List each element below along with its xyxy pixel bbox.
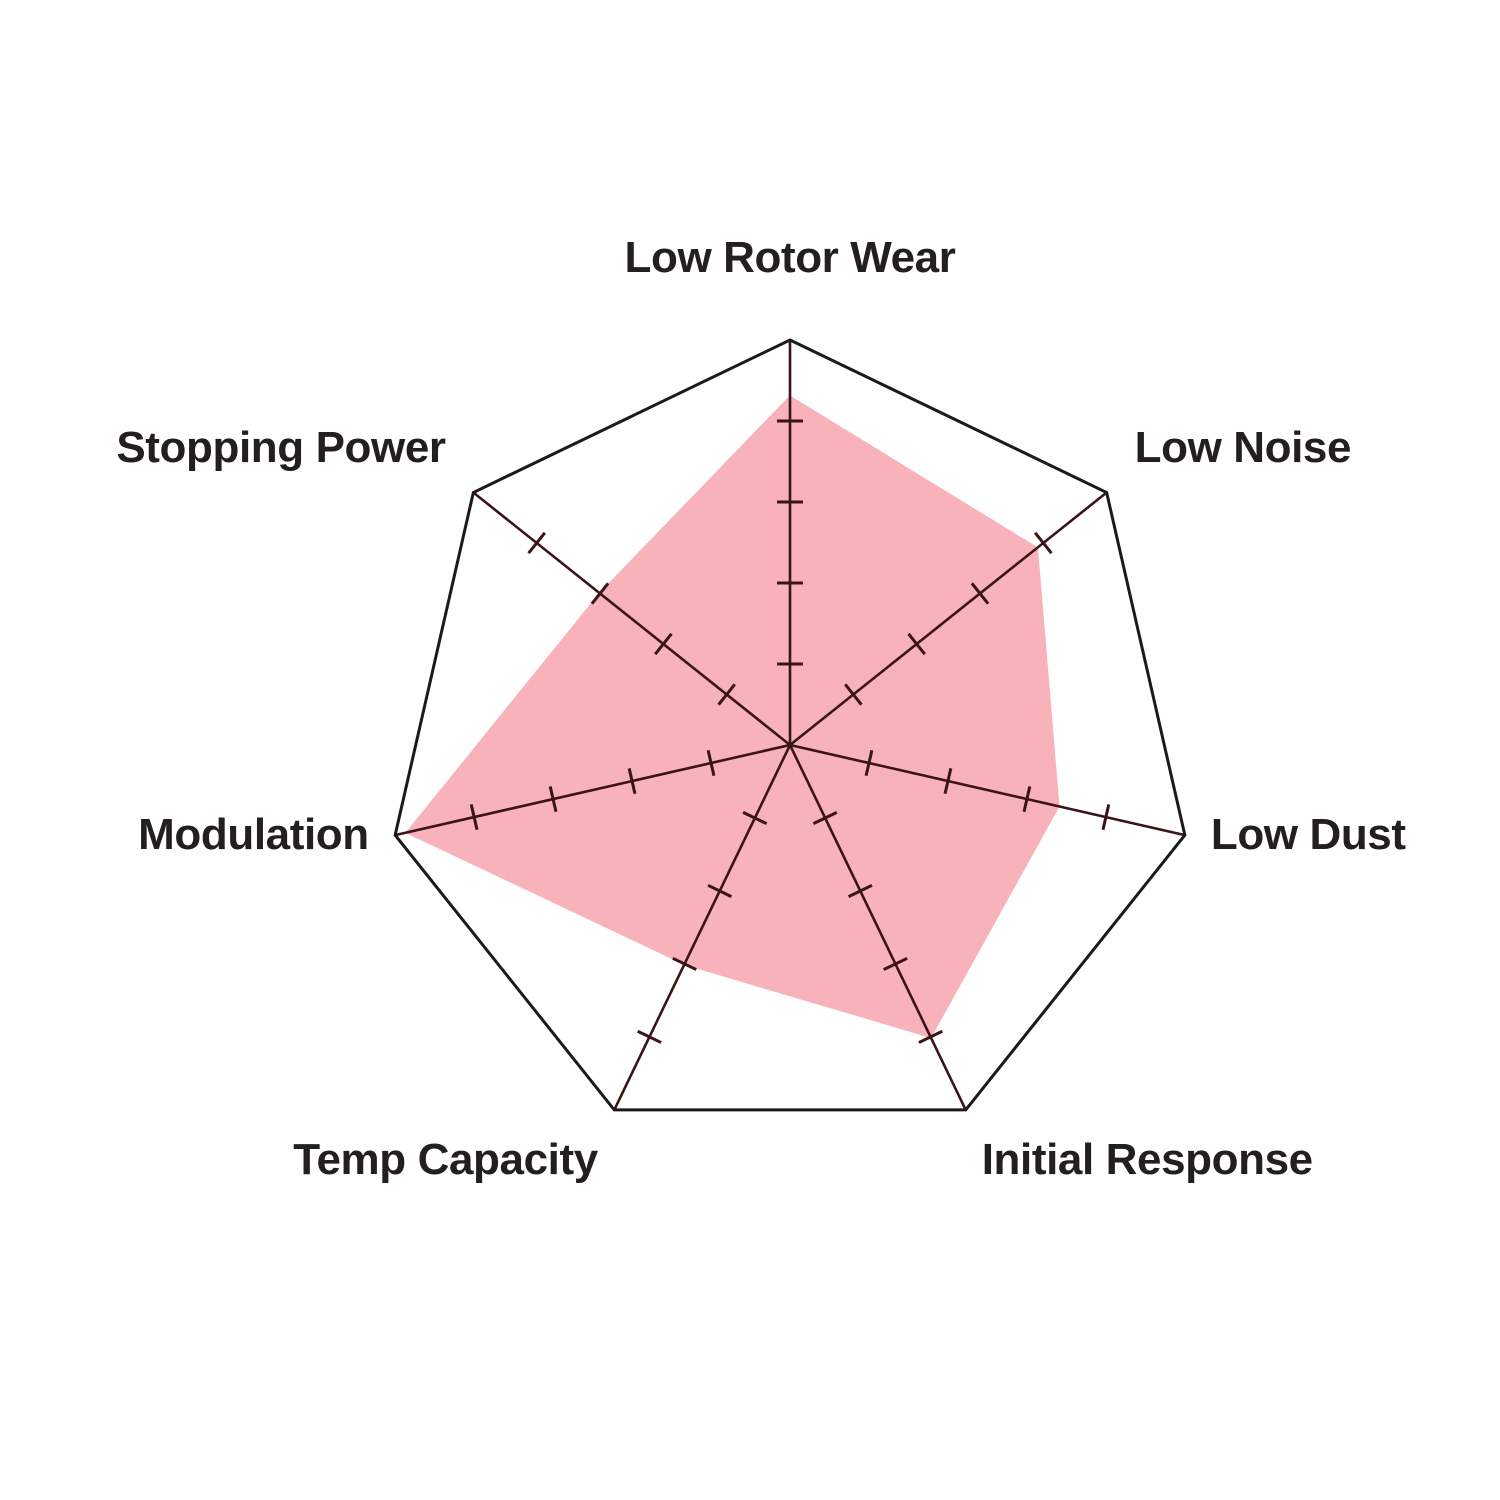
radar-data-polygon: [406, 395, 1060, 1038]
radar-tick-mark: [717, 683, 736, 706]
radar-axis-spoke: [613, 744, 792, 1111]
axis-label-low-dust: Low Dust: [1210, 810, 1406, 860]
radar-axis-spoke: [789, 743, 1186, 837]
radar-tick-mark: [943, 768, 953, 795]
radar-tick-mark: [469, 804, 479, 831]
radar-tick-mark: [970, 582, 990, 605]
radar-tick-mark: [907, 632, 926, 656]
radar-tick-mark: [627, 768, 637, 795]
radar-tick-mark: [637, 1029, 662, 1044]
axis-label-stopping-power: Stopping Power: [116, 423, 446, 473]
radar-tick-mark: [1034, 531, 1053, 555]
radar-tick-mark: [548, 786, 558, 813]
radar-tick-mark: [654, 632, 673, 656]
axis-label-low-rotor-wear: Low Rotor Wear: [624, 233, 956, 282]
radar-tick-mark: [742, 810, 768, 825]
radar-axes-group: [394, 340, 1186, 1111]
radar-axis-spoke: [788, 744, 967, 1111]
radar-tick-mark: [864, 750, 874, 777]
radar-tick-mark: [812, 810, 838, 825]
radar-tick-mark: [527, 531, 546, 555]
radar-tick-marks-group: [469, 419, 1111, 1044]
radar-tick-mark: [883, 956, 908, 971]
radar-tick-mark: [706, 750, 716, 777]
axis-label-modulation: Modulation: [138, 810, 369, 860]
radar-tick-mark: [590, 582, 610, 605]
radar-tick-mark: [844, 683, 863, 706]
radar-axis-spoke: [394, 743, 791, 837]
axis-label-temp-capacity: Temp Capacity: [293, 1134, 598, 1184]
radar-tick-mark: [918, 1029, 943, 1044]
radar-axis-spoke: [789, 491, 1108, 747]
radar-tick-mark: [1101, 804, 1111, 831]
radar-outer-heptagon: [393, 338, 1187, 1112]
axis-label-initial-response: Initial Response: [981, 1134, 1313, 1184]
axis-label-low-noise: Low Noise: [1134, 423, 1352, 473]
radar-tick-mark: [672, 956, 697, 971]
radar-outer-ring-group: [393, 338, 1187, 1112]
radar-axis-spoke: [472, 491, 791, 747]
radar-tick-mark: [1022, 786, 1032, 813]
radar-tick-mark: [847, 883, 873, 898]
radar-fill-group: [406, 395, 1060, 1038]
radar-tick-mark: [707, 883, 733, 898]
